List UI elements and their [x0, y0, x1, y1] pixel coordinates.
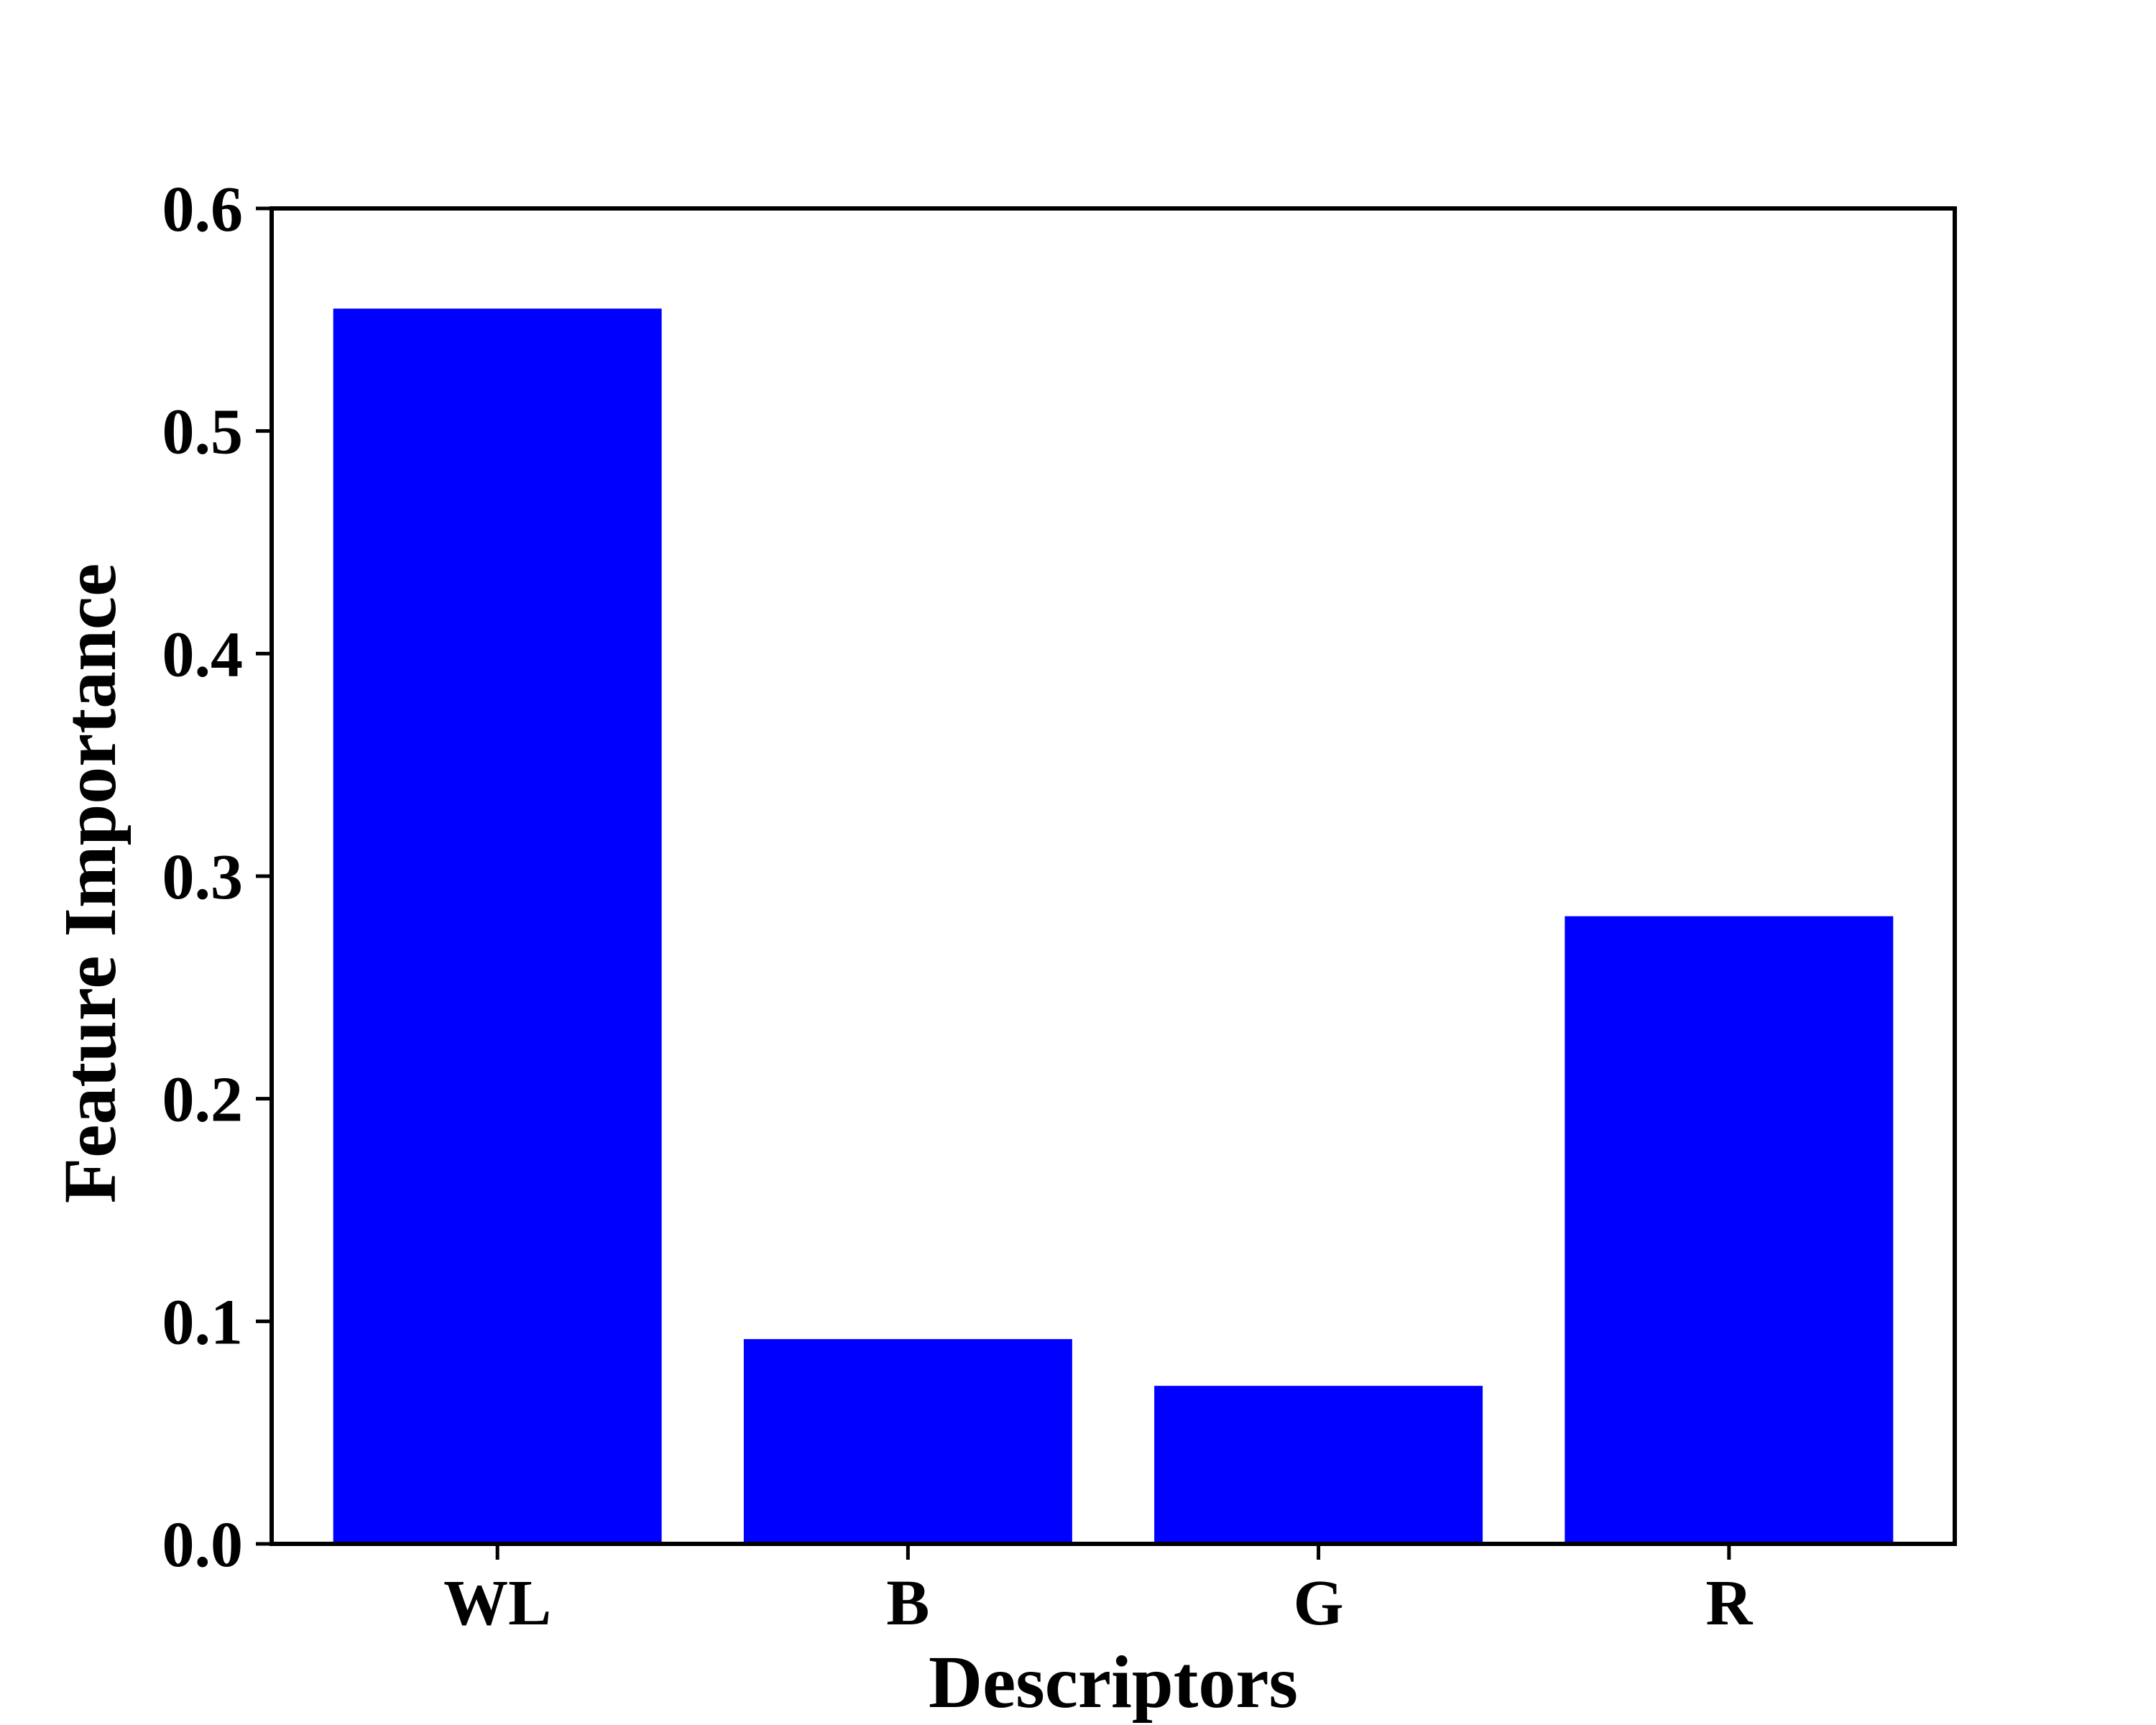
bar-b [743, 1339, 1072, 1544]
y-tick-label: 0.4 [162, 619, 244, 690]
y-tick-label: 0.0 [162, 1509, 244, 1581]
y-axis-label: Feature Importance [49, 564, 132, 1204]
x-tick-label: G [1294, 1568, 1344, 1639]
bar-wl [333, 308, 662, 1545]
y-tick-label: 0.6 [162, 174, 244, 245]
y-tick-label: 0.1 [162, 1287, 244, 1358]
x-tick-label: R [1705, 1568, 1753, 1639]
y-tick-label: 0.3 [162, 842, 244, 913]
bar-r [1565, 916, 1894, 1544]
y-tick-label: 0.5 [162, 397, 244, 468]
bar-g [1154, 1386, 1483, 1544]
x-axis-ticks: WL B G R [443, 1544, 1753, 1639]
y-axis-ticks: 0.0 0.1 0.2 0.3 0.4 0.5 0.6 [162, 174, 272, 1581]
x-axis-label: Descriptors [929, 1641, 1298, 1724]
x-tick-label: WL [443, 1568, 551, 1639]
y-tick-label: 0.2 [162, 1064, 244, 1136]
x-tick-label: B [886, 1568, 929, 1639]
bars-group [333, 308, 1894, 1545]
